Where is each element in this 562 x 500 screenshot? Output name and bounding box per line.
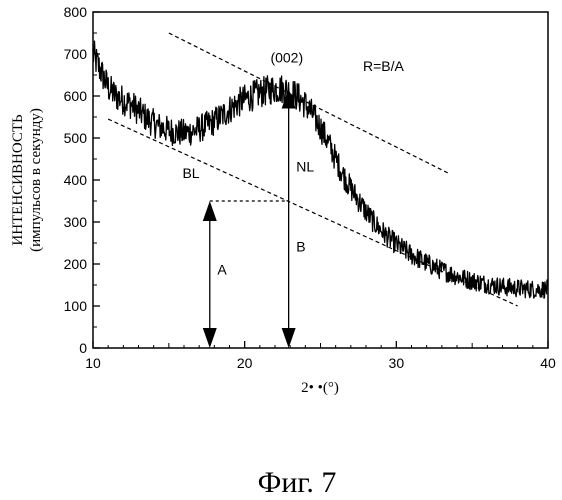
y-tick-label: 300 <box>64 214 88 230</box>
y-axis-title-line1: ИНТЕНСИВНОСТЬ <box>10 114 26 246</box>
y-tick-label: 0 <box>79 340 87 356</box>
y-tick-label: 600 <box>64 88 88 104</box>
arrow-a <box>203 201 217 348</box>
annotation-b: B <box>296 238 305 254</box>
annotation-net: NL <box>296 159 314 175</box>
y-tick-label: 400 <box>64 172 88 188</box>
x-axis-title: 2• •(°) <box>301 380 339 396</box>
annotation-a: A <box>217 262 227 278</box>
arrow-head-up <box>203 201 217 221</box>
annotation-peak: (002) <box>270 49 303 65</box>
axis-tick-labels: 102030400100200300400500600700800 <box>64 4 556 371</box>
x-tick-label: 20 <box>237 355 253 371</box>
plot-frame <box>93 12 548 348</box>
y-tick-label: 800 <box>64 4 88 20</box>
series-line-intensity <box>93 41 548 298</box>
y-tick-label: 200 <box>64 256 88 272</box>
annotation-baseline: BL <box>182 165 199 181</box>
y-tick-label: 700 <box>64 46 88 62</box>
x-tick-label: 30 <box>389 355 405 371</box>
annotation-ratio: R=B/A <box>363 58 405 74</box>
y-tick-label: 500 <box>64 130 88 146</box>
y-tick-label: 100 <box>64 298 88 314</box>
x-tick-label: 40 <box>540 355 556 371</box>
figure-caption: Фиг. 7 <box>258 466 337 499</box>
arrow-head-down <box>282 328 296 348</box>
arrow-b <box>282 88 296 348</box>
axis-ticks <box>93 12 548 348</box>
y-axis-title-line2: (импульсов в секунду) <box>28 108 44 252</box>
x-tick-label: 10 <box>85 355 101 371</box>
